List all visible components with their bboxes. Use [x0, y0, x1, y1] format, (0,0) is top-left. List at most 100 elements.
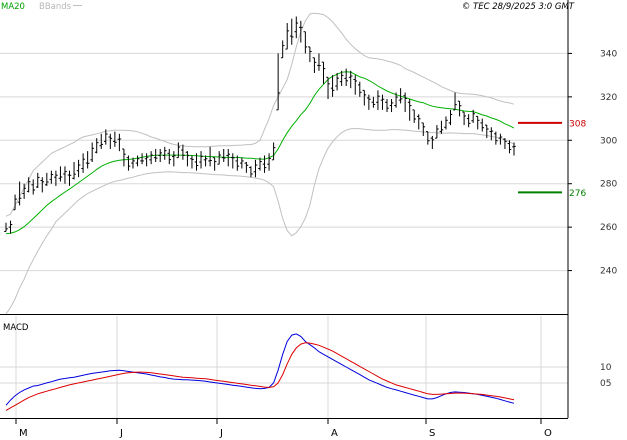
price-y-tick-label: 300: [600, 136, 617, 146]
price-bars: [4, 16, 516, 234]
price-bar: [430, 135, 435, 149]
macd-y-tick-label: 10: [600, 363, 612, 373]
price-bar: [181, 144, 185, 160]
macd-title: MACD: [3, 323, 29, 333]
price-bar: [371, 96, 376, 108]
price-bar: [81, 153, 85, 173]
price-bar: [353, 75, 358, 95]
price-bar: [72, 162, 76, 180]
price-bar: [162, 146, 167, 160]
bb-upper-line: [5, 12, 515, 217]
macd-y-tick-label: 05: [600, 379, 611, 389]
price-bar: [131, 157, 135, 169]
price-bar: [435, 125, 439, 139]
price-bar: [412, 109, 417, 123]
price-bar: [49, 170, 54, 184]
price-y-tick-label: 240: [600, 267, 617, 277]
price-bar: [367, 94, 371, 110]
price-bar: [276, 53, 280, 111]
level-label-276: 276: [569, 189, 586, 199]
x-tick-label: O: [544, 428, 552, 439]
price-bar: [489, 127, 494, 141]
price-bar: [22, 183, 26, 199]
price-bar: [45, 172, 49, 186]
price-bar: [108, 133, 113, 149]
price-bar: [249, 166, 253, 178]
price-bar: [471, 109, 475, 123]
price-bar: [167, 148, 172, 165]
price-bar: [190, 155, 194, 169]
price-bar: [103, 129, 108, 145]
price-bar: [158, 148, 163, 162]
price-bar: [344, 68, 348, 86]
price-bar: [258, 157, 262, 171]
price-bar: [26, 177, 31, 193]
price-bar: [494, 131, 498, 145]
price-bar: [212, 157, 217, 171]
price-bar: [376, 90, 380, 110]
price-bar: [235, 155, 240, 171]
macd-lines: [5, 333, 515, 411]
price-bar: [54, 170, 58, 186]
price-bar: [99, 133, 104, 149]
price-bar: [230, 153, 235, 169]
x-tick-label: S: [429, 428, 435, 439]
price-bar: [339, 70, 344, 86]
price-bar: [507, 140, 512, 154]
price-bar: [4, 222, 8, 232]
price-bar: [13, 194, 17, 211]
price-bar: [453, 92, 457, 111]
price-bar: [398, 88, 403, 104]
price-bar: [484, 124, 489, 139]
price-y-tick-label: 340: [600, 49, 617, 59]
price-bar: [385, 99, 389, 113]
price-bar: [194, 153, 199, 171]
price-bar: [466, 114, 471, 128]
price-bar: [253, 159, 258, 178]
price-bar: [289, 18, 294, 45]
price-bar: [439, 120, 444, 134]
copyright-text: © TEC 28/9/2025 3:0 GMT: [462, 2, 575, 12]
price-bar: [380, 94, 385, 110]
macd-line: [5, 333, 515, 406]
x-tick-label: M: [19, 428, 28, 439]
price-bar: [76, 159, 81, 178]
bbands-legend: BBands: [39, 2, 72, 12]
price-bar: [294, 16, 299, 39]
grid: [0, 52, 568, 418]
x-tick-label: A: [331, 428, 338, 439]
price-bar: [240, 157, 244, 169]
price-bar: [122, 148, 126, 167]
signal-line: [5, 342, 515, 411]
price-bar: [303, 31, 308, 54]
price-bar: [63, 166, 67, 184]
price-bar: [17, 181, 22, 206]
price-bar: [67, 170, 72, 186]
price-bar: [185, 151, 190, 167]
price-bar: [280, 40, 285, 59]
price-bar: [407, 99, 412, 121]
price-bar: [94, 138, 99, 154]
x-tick-label: J: [119, 428, 123, 439]
price-bar: [31, 179, 36, 195]
price-bar: [421, 122, 426, 136]
bb-lower-line: [5, 128, 515, 315]
price-bar: [226, 148, 231, 167]
x-tick-label: J: [219, 428, 223, 439]
ma20-legend: MA20: [1, 2, 25, 12]
price-bar: [498, 133, 503, 145]
bollinger-bands: [5, 12, 515, 315]
price-bar: [113, 131, 117, 147]
price-bar: [90, 142, 94, 162]
price-bar: [480, 118, 485, 132]
price-y-tick-label: 320: [600, 93, 617, 103]
price-bar: [394, 92, 398, 108]
price-bar: [321, 61, 326, 84]
price-bar: [357, 81, 362, 97]
price-bar: [330, 75, 335, 97]
price-bar: [389, 99, 394, 113]
price-bar: [8, 220, 13, 234]
price-bar: [203, 155, 208, 167]
